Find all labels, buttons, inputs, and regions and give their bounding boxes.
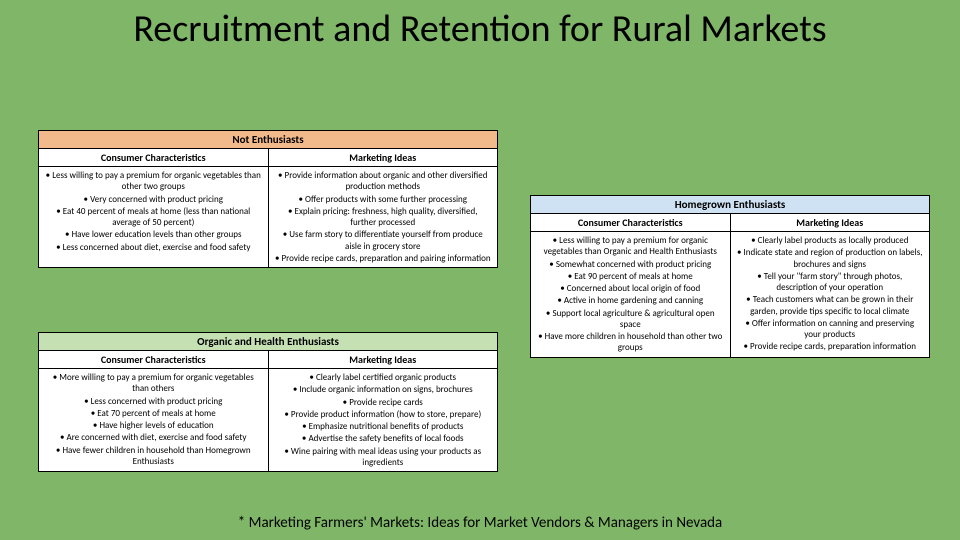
col2-cell: Provide information about organic and ot… (268, 167, 498, 268)
col2-header: Marketing Ideas (268, 351, 498, 369)
list-item: Have fewer children in household than Ho… (45, 445, 262, 468)
page-title: Recruitment and Retention for Rural Mark… (0, 0, 960, 52)
table-title: Homegrown Enthusiasts (531, 196, 930, 214)
col1-cell: Less willing to pay a premium for organi… (39, 167, 269, 268)
list-item: Have more children in household than oth… (537, 331, 724, 354)
list-item: Very concerned with product pricing (45, 194, 262, 205)
table-title: Organic and Health Enthusiasts (39, 333, 498, 351)
col1-cell: Less willing to pay a premium for organi… (531, 232, 731, 358)
list-item: Concerned about local origin of food (537, 283, 724, 294)
table-not-enthusiasts: Not Enthusiasts Consumer Characteristics… (38, 130, 498, 268)
list-item: Less concerned about diet, exercise and … (45, 242, 262, 253)
list-item: Are concerned with diet, exercise and fo… (45, 432, 262, 443)
list-item: Eat 40 percent of meals at home (less th… (45, 206, 262, 229)
list-item: Eat 90 percent of meals at home (537, 271, 724, 282)
col1-header: Consumer Characteristics (39, 149, 269, 167)
list-item: Wine pairing with meal ideas using your … (275, 446, 492, 469)
list-item: Somewhat concerned with product pricing (537, 259, 724, 270)
list-item: Provide information about organic and ot… (275, 170, 492, 193)
list-item: Tell your "farm story" through photos, d… (737, 271, 924, 294)
footnote: * Marketing Farmers' Markets: Ideas for … (0, 514, 960, 532)
list-item: Provide recipe cards (275, 397, 492, 408)
list-item: Have lower education levels than other g… (45, 229, 262, 240)
list-item: Support local agriculture & agricultural… (537, 308, 724, 331)
list-item: Less willing to pay a premium for organi… (45, 170, 262, 193)
list-item: Provide recipe cards, preparation and pa… (275, 253, 492, 264)
list-item: Provide recipe cards, preparation inform… (737, 341, 924, 352)
list-item: Clearly label products as locally produc… (737, 235, 924, 246)
list-item: More willing to pay a premium for organi… (45, 372, 262, 395)
list-item: Clearly label certified organic products (275, 372, 492, 383)
list-item: Eat 70 percent of meals at home (45, 408, 262, 419)
list-item: Offer products with some further process… (275, 194, 492, 205)
table-homegrown: Homegrown Enthusiasts Consumer Character… (530, 195, 930, 358)
list-item: Less willing to pay a premium for organi… (537, 235, 724, 258)
list-item: Have higher levels of education (45, 420, 262, 431)
list-item: Active in home gardening and canning (537, 295, 724, 306)
list-item: Teach customers what can be grown in the… (737, 294, 924, 317)
col1-header: Consumer Characteristics (531, 214, 731, 232)
table-title: Not Enthusiasts (39, 131, 498, 149)
list-item: Less concerned with product pricing (45, 396, 262, 407)
list-item: Offer information on canning and preserv… (737, 318, 924, 341)
col2-cell: Clearly label certified organic products… (268, 369, 498, 472)
col2-header: Marketing Ideas (730, 214, 930, 232)
list-item: Include organic information on signs, br… (275, 384, 492, 395)
list-item: Explain pricing: freshness, high quality… (275, 206, 492, 229)
col1-cell: More willing to pay a premium for organi… (39, 369, 269, 472)
col1-header: Consumer Characteristics (39, 351, 269, 369)
table-organic-health: Organic and Health Enthusiasts Consumer … (38, 332, 498, 472)
list-item: Use farm story to differentiate yourself… (275, 229, 492, 252)
col2-cell: Clearly label products as locally produc… (730, 232, 930, 358)
list-item: Provide product information (how to stor… (275, 409, 492, 420)
list-item: Indicate state and region of production … (737, 247, 924, 270)
list-item: Emphasize nutritional benefits of produc… (275, 421, 492, 432)
list-item: Advertise the safety benefits of local f… (275, 433, 492, 444)
col2-header: Marketing Ideas (268, 149, 498, 167)
